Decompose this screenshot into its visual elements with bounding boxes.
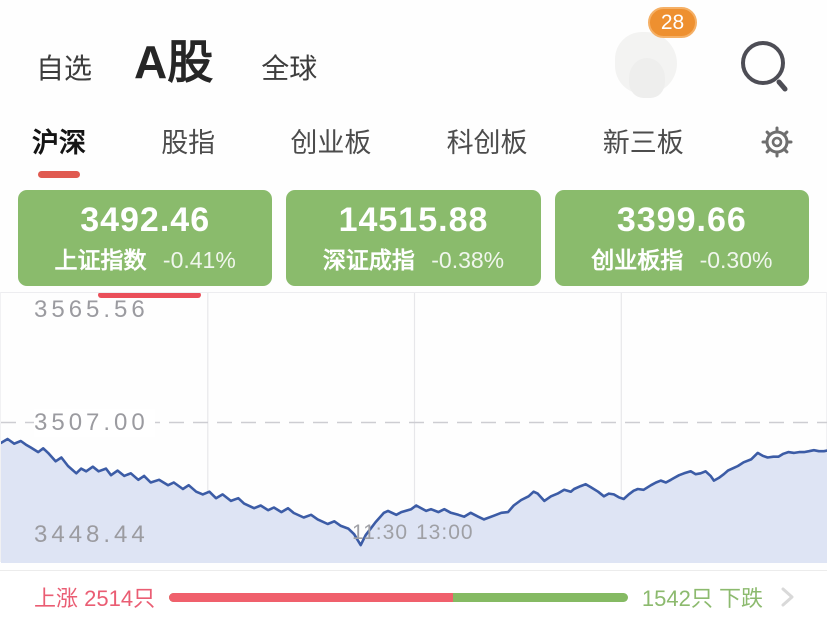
price-line-chart [1,293,827,563]
nav-item-global[interactable]: 全球 [261,53,318,84]
index-name: 深证成指 [322,247,415,273]
y-axis-tick-low: 3448.44 [34,521,149,549]
nav-item-a-shares[interactable]: A股 [134,36,214,88]
index-value: 14515.88 [338,201,489,239]
index-card-shenzhen[interactable]: 14515.88 深证成指 -0.38% [286,190,541,286]
index-cards: 3492.46 上证指数 -0.41% 14515.88 深证成指 -0.38%… [0,180,827,286]
intraday-chart[interactable]: 3565.56 3507.00 3448.44 11:30 13:00 [0,292,827,563]
message-center-icon[interactable] [615,32,677,98]
gear-icon [761,126,793,158]
chevron-right-icon [781,587,794,607]
index-change: -0.30% [699,247,773,273]
y-axis-tick-prev-close: 3507.00 [34,408,155,437]
index-card-shanghai[interactable]: 3492.46 上证指数 -0.41% [18,190,273,286]
market-breadth-bar[interactable]: 上涨 2514只 1542只 下跌 [0,570,827,623]
selected-card-indicator [98,292,201,298]
active-tab-underline [38,170,80,178]
decliners-text: 1542只 下跌 [641,586,763,611]
index-name: 创业板指 [591,247,684,273]
index-value: 3492.46 [80,201,211,239]
breadth-ratio-bar [169,592,628,602]
top-nav: 自选 A股 全球 28 [0,0,827,104]
top-right-actions: 28 [597,0,827,104]
index-change: -0.41% [162,247,236,273]
x-axis-tick-1300: 13:00 [416,521,474,544]
settings-button[interactable] [759,124,795,160]
tab-star-market[interactable]: 科创板 [446,127,528,158]
advance-bar-up [169,592,454,602]
market-tabs: 沪深 股指 创业板 科创板 新三板 [0,104,827,180]
search-icon [741,41,788,92]
tab-chinext[interactable]: 创业板 [290,127,372,158]
x-axis-tick-1130: 11:30 [352,521,408,544]
tab-neeq[interactable]: 新三板 [602,127,684,158]
tab-stock-index[interactable]: 股指 [161,127,216,158]
index-card-chinext[interactable]: 3399.66 创业板指 -0.30% [554,190,809,286]
advancers-text: 上涨 2514只 [34,586,156,611]
nav-item-watchlist[interactable]: 自选 [36,53,93,84]
tab-label: 沪深 [32,127,86,158]
index-change: -0.38% [431,247,505,273]
y-axis-tick-high: 3565.56 [34,295,149,323]
index-name: 上证指数 [54,247,147,273]
index-value: 3399.66 [616,201,747,239]
tab-hushen[interactable]: 沪深 [32,121,86,178]
notification-badge: 28 [648,7,697,38]
search-button[interactable] [735,36,793,98]
